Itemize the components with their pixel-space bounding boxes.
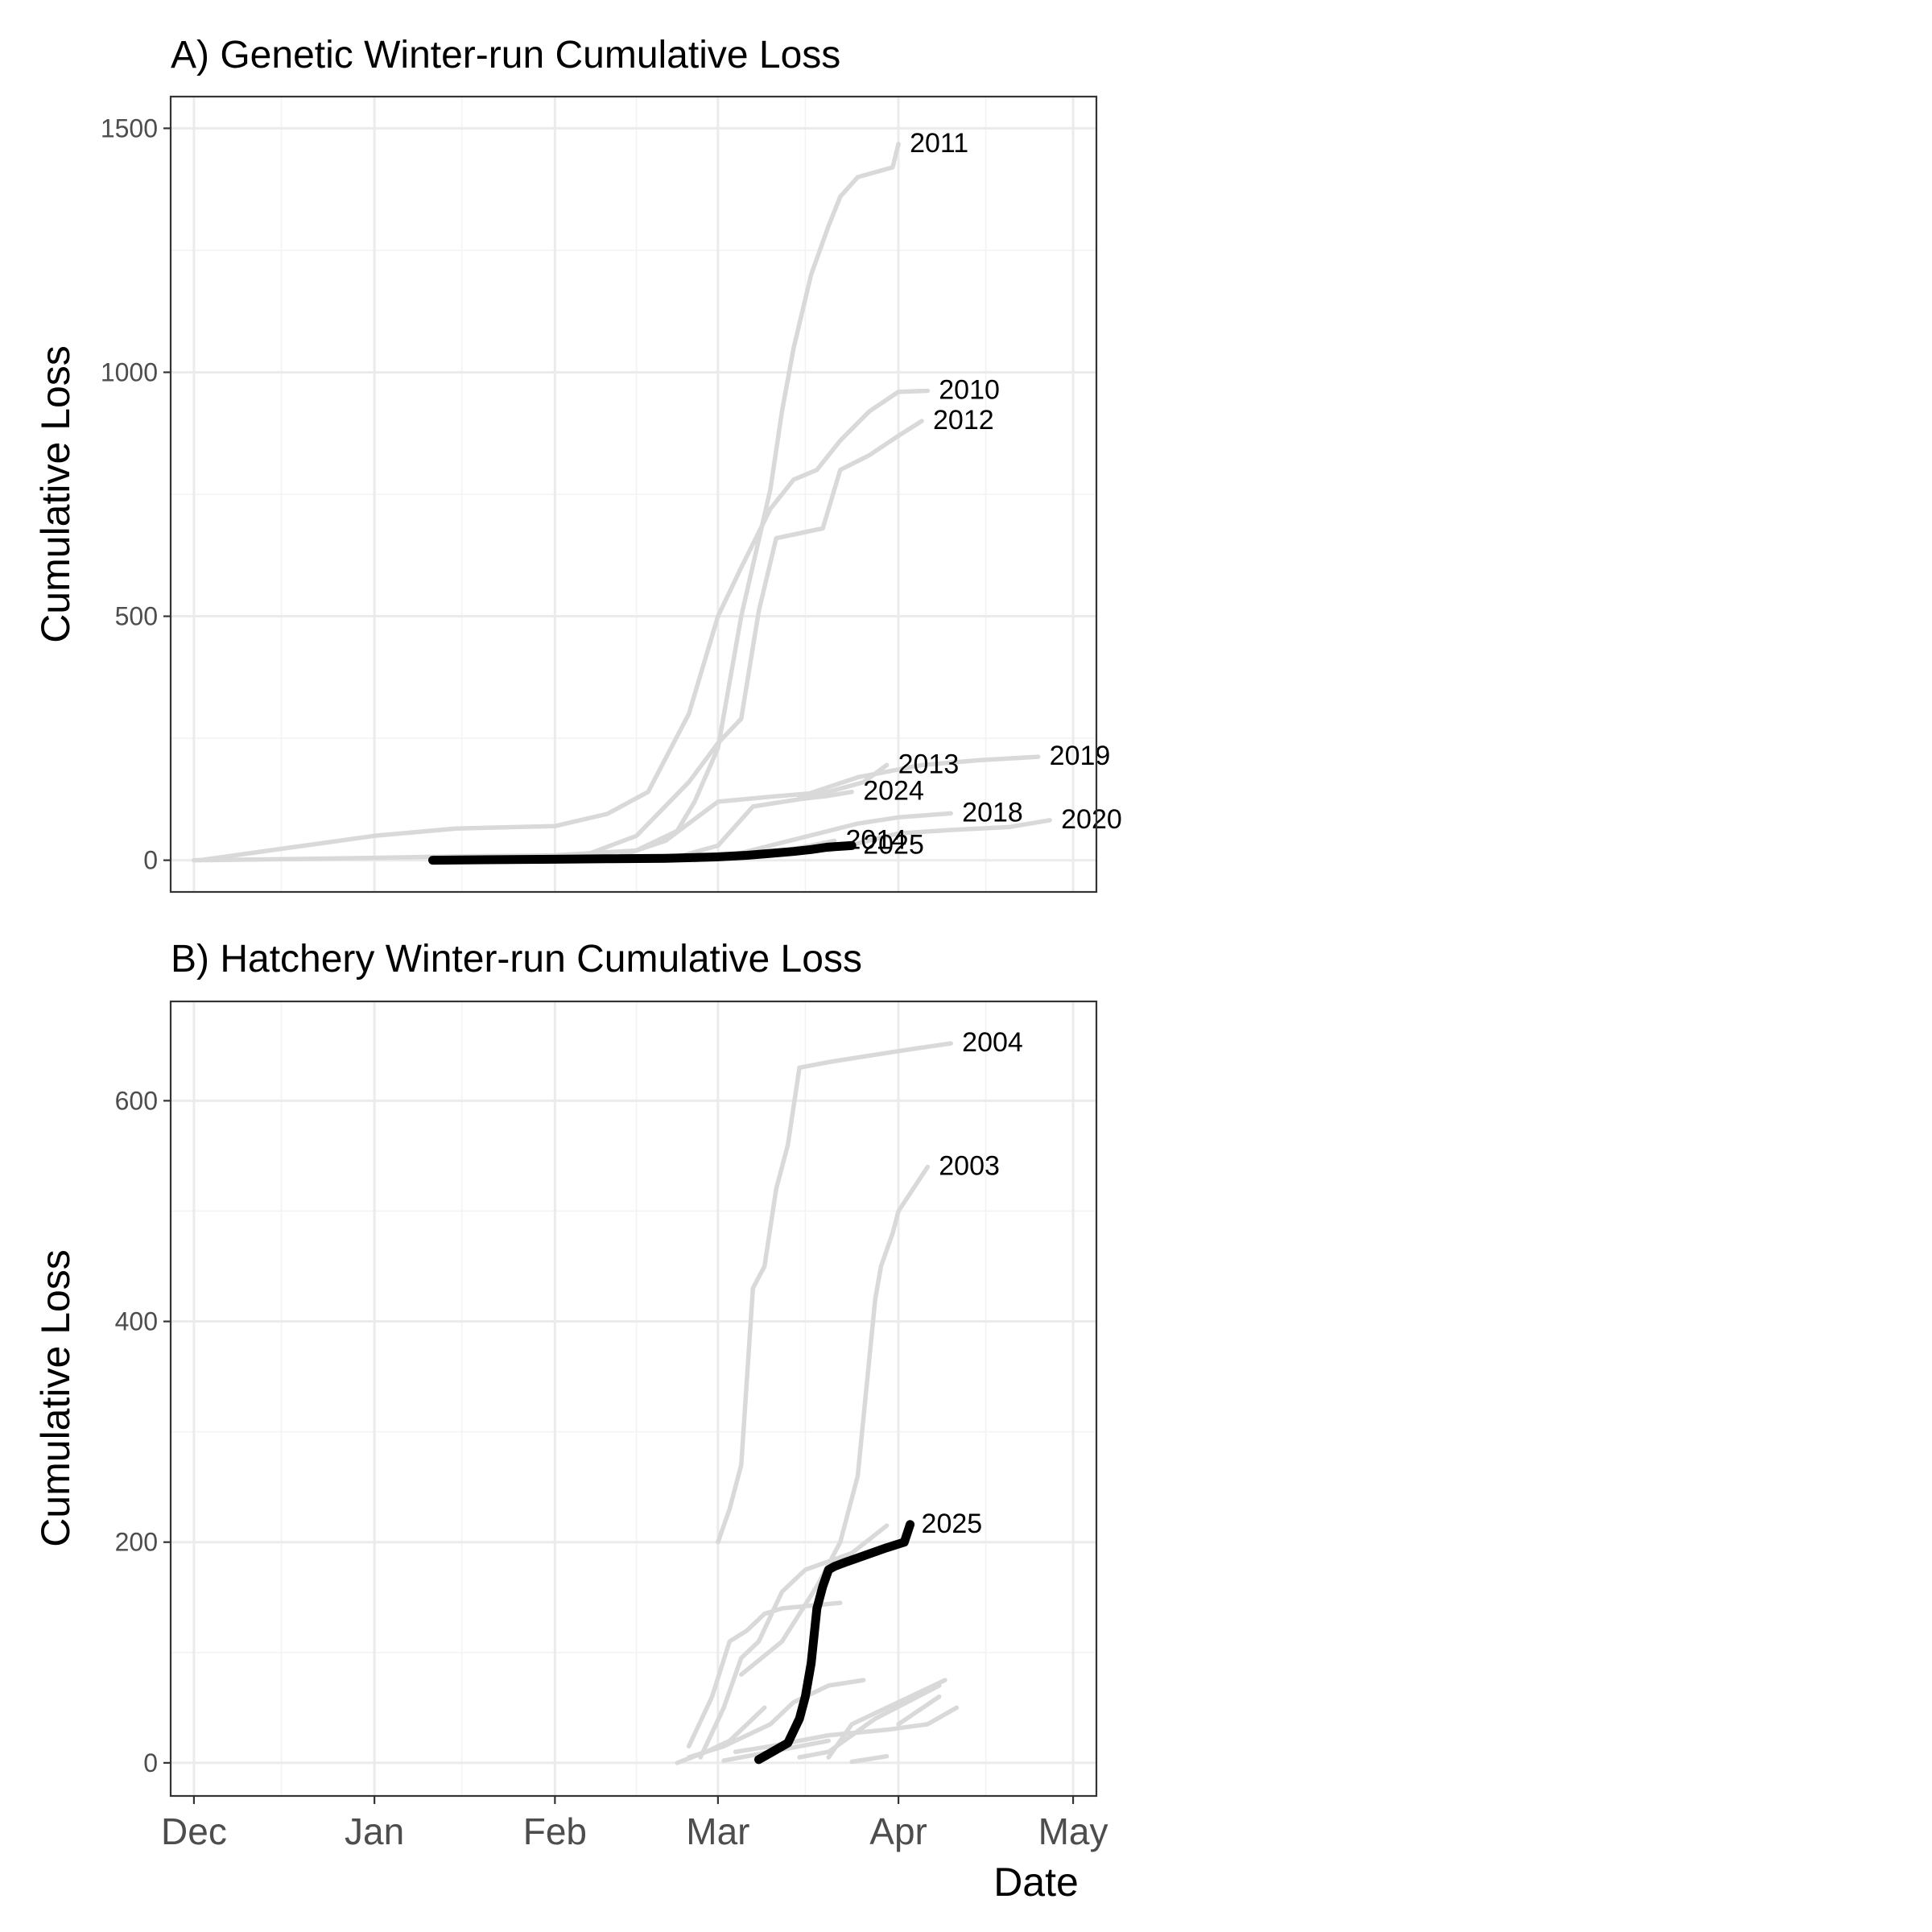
series-label-2014: 2014 <box>846 824 907 855</box>
series-line-unlabeled <box>675 1705 767 1765</box>
panel-a-y-axis-label: Cumulative Loss <box>33 345 78 643</box>
series-line-2020 <box>826 818 1052 853</box>
series-line-unlabeled <box>686 1600 843 1749</box>
x-tick-label: Apr <box>869 1810 927 1852</box>
y-tick-label: 1500 <box>101 114 158 142</box>
series-label-2025: 2025 <box>922 1509 983 1539</box>
series-label-2025: 2025 <box>863 829 924 860</box>
panel-b-y-ticks: 0 200 400 600 <box>115 1086 171 1777</box>
panel-b-title: B) Hatchery Winter-run Cumulative Loss <box>171 938 862 980</box>
panel-b-x-ticks: Dec Jan Feb Mar Apr May <box>161 1796 1108 1852</box>
series-line-unlabeled <box>698 1523 890 1760</box>
panel-b-series-lines <box>675 1041 960 1765</box>
series-label-2004: 2004 <box>962 1027 1023 1058</box>
series-line-unlabeled <box>849 1753 890 1765</box>
x-axis-label: Date <box>993 1860 1079 1905</box>
panel-b-frame <box>169 1000 1098 1798</box>
series-line-2003 <box>739 1164 931 1677</box>
x-tick-label: May <box>1038 1810 1108 1852</box>
series-line-2019 <box>797 754 1041 799</box>
series-line-2024 <box>663 789 854 863</box>
x-tick-label: Jan <box>345 1810 404 1852</box>
y-tick-label: 400 <box>115 1307 158 1336</box>
series-label-2013: 2013 <box>898 749 960 779</box>
series-line-unlabeled <box>826 1678 947 1760</box>
series-label-2020: 2020 <box>1061 804 1122 835</box>
panel-b-series-labels: 2004 2003 2025 <box>922 1027 1023 1539</box>
x-tick-label: Feb <box>523 1810 587 1852</box>
y-tick-label: 500 <box>115 602 158 631</box>
panel-a-title: A) Genetic Winter-run Cumulative Loss <box>171 34 840 76</box>
series-line-2025 <box>754 1520 915 1765</box>
series-label-2012: 2012 <box>933 405 994 436</box>
y-tick-label: 200 <box>115 1528 158 1557</box>
panel-a-y-ticks: 0 500 1000 1500 <box>101 114 171 875</box>
series-line-2025 <box>428 840 857 865</box>
panel-a-series-lines <box>192 142 1052 865</box>
y-tick-label: 0 <box>143 1748 158 1777</box>
x-tick-label: Dec <box>161 1810 227 1852</box>
series-label-2003: 2003 <box>939 1151 1000 1182</box>
y-tick-label: 0 <box>143 846 158 875</box>
panel-a-gridlines <box>171 97 1096 892</box>
series-label-2010: 2010 <box>939 374 1000 405</box>
series-line-2010 <box>197 388 931 863</box>
panel-b-y-axis-label: Cumulative Loss <box>33 1249 78 1547</box>
series-line-unlabeled <box>797 1683 942 1760</box>
y-tick-label: 1000 <box>101 357 158 386</box>
panel-b-gridlines <box>171 1001 1096 1796</box>
series-line-2013 <box>605 762 890 863</box>
x-tick-label: Mar <box>686 1810 749 1852</box>
panel-a-genetic: A) Genetic Winter-run Cumulative Loss 20… <box>33 34 1122 894</box>
series-line-2004 <box>716 1041 953 1545</box>
series-line-2012 <box>529 419 924 863</box>
panel-a-frame <box>169 95 1098 894</box>
series-label-2024: 2024 <box>863 776 924 807</box>
y-tick-label: 600 <box>115 1086 158 1115</box>
series-label-2018: 2018 <box>962 797 1023 828</box>
series-line-unlabeled <box>686 1678 866 1760</box>
series-label-2019: 2019 <box>1050 741 1111 771</box>
series-line-2011 <box>192 142 901 863</box>
panel-b-hatchery: B) Hatchery Winter-run Cumulative Loss 2… <box>33 938 1108 1905</box>
series-line-unlabeled <box>896 1694 942 1727</box>
series-label-2011: 2011 <box>910 128 968 159</box>
